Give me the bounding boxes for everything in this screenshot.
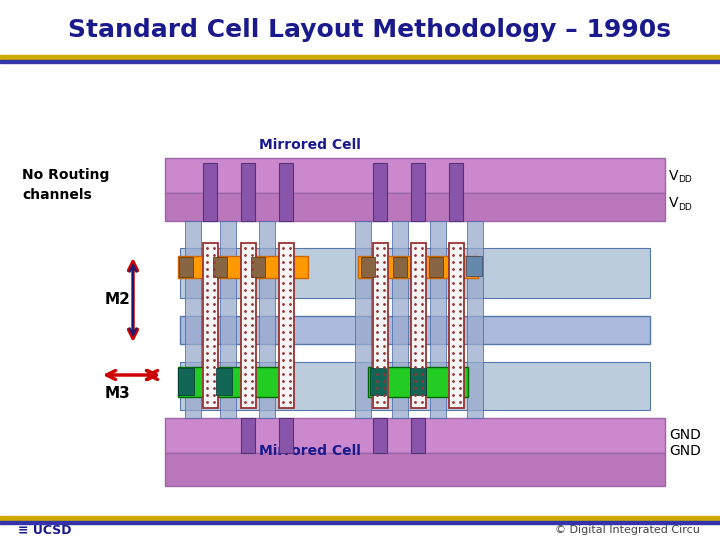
Bar	[392, 221, 408, 418]
Bar	[393, 257, 407, 277]
Bar	[358, 256, 478, 278]
Text: DD: DD	[678, 176, 692, 185]
Bar	[411, 418, 425, 453]
Bar	[185, 221, 201, 418]
Bar	[178, 368, 194, 395]
Bar	[411, 243, 426, 408]
Bar	[180, 362, 650, 410]
Text: © Digital Integrated Circu: © Digital Integrated Circu	[555, 525, 700, 535]
Text: Mirrored Cell: Mirrored Cell	[259, 138, 361, 152]
Bar	[449, 243, 464, 408]
Text: DD: DD	[678, 202, 692, 212]
Bar	[370, 368, 386, 395]
Bar	[213, 257, 227, 277]
Bar	[361, 257, 375, 277]
Bar	[220, 221, 236, 418]
Bar	[373, 163, 387, 221]
Bar	[410, 368, 426, 395]
Bar	[259, 221, 275, 418]
Bar	[373, 243, 388, 408]
Bar	[429, 257, 443, 277]
Bar	[216, 368, 232, 395]
Bar	[279, 243, 294, 408]
Text: V: V	[669, 196, 678, 210]
Bar	[179, 257, 193, 277]
Bar	[251, 257, 265, 277]
Bar	[279, 163, 293, 221]
Bar	[373, 418, 387, 453]
Bar	[0, 55, 720, 60]
Bar	[0, 516, 720, 521]
Text: M3: M3	[105, 386, 131, 401]
Text: No Routing
channels: No Routing channels	[22, 168, 109, 202]
Bar	[449, 163, 463, 221]
Bar	[165, 158, 665, 193]
Bar	[411, 163, 425, 221]
Bar	[165, 418, 665, 453]
Text: ≡ UCSD: ≡ UCSD	[18, 523, 71, 537]
Bar	[241, 163, 255, 221]
Bar	[203, 243, 218, 408]
Text: V: V	[669, 169, 678, 183]
Text: GND: GND	[669, 444, 701, 458]
Bar	[467, 221, 483, 418]
Bar	[165, 193, 665, 221]
Bar	[355, 221, 371, 418]
Bar	[241, 418, 255, 453]
Text: GND: GND	[669, 428, 701, 442]
Bar	[178, 256, 308, 278]
Bar	[279, 418, 293, 453]
Bar	[180, 316, 650, 344]
Bar	[0, 60, 720, 63]
Bar	[165, 453, 665, 486]
Bar	[368, 367, 468, 397]
Bar	[180, 248, 650, 298]
Bar	[178, 367, 283, 397]
Text: Mirrored Cell: Mirrored Cell	[259, 444, 361, 458]
Bar	[430, 221, 446, 418]
Bar	[466, 256, 482, 276]
Bar	[241, 243, 256, 408]
Bar	[0, 521, 720, 524]
Text: M2: M2	[105, 293, 131, 307]
Text: Standard Cell Layout Methodology – 1990s: Standard Cell Layout Methodology – 1990s	[68, 18, 672, 42]
Bar	[203, 163, 217, 221]
